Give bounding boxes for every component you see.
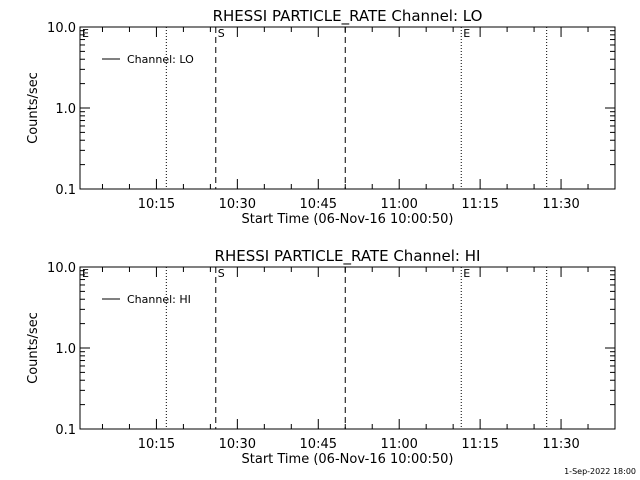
- legend-label: Channel: LO: [127, 53, 194, 66]
- event-marker-label: E: [82, 27, 89, 40]
- x-tick-label: 11:15: [461, 197, 498, 212]
- x-tick-label: 10:45: [300, 437, 337, 452]
- y-tick-label: 10.0: [47, 261, 76, 276]
- event-marker-label: S: [218, 267, 225, 280]
- chart-panel-2: RHESSI PARTICLE_RATE Channel: HI 10.0 1.0 0…: [26, 247, 616, 467]
- event-marker-label: E: [463, 27, 470, 40]
- y-tick-label: 1.0: [55, 342, 76, 357]
- y-tick-label: 0.1: [55, 183, 76, 198]
- x-tick-label: 11:00: [380, 437, 417, 452]
- x-tick-label: 10:30: [219, 437, 256, 452]
- chart-panel-1: RHESSI PARTICLE_RATE Channel: LO 10.0 1.0 0…: [26, 7, 616, 227]
- footer-timestamp: 1-Sep-2022 18:00: [564, 467, 636, 476]
- event-marker-label: E: [82, 267, 89, 280]
- chart-title: RHESSI PARTICLE_RATE Channel: LO: [213, 7, 483, 26]
- x-tick-label: 11:00: [380, 197, 417, 212]
- event-marker-label: S: [218, 27, 225, 40]
- y-axis-label: Counts/sec: [26, 72, 41, 144]
- plot-frame: [79, 26, 616, 190]
- legend-label: Channel: HI: [127, 293, 191, 306]
- x-tick-label: 11:30: [542, 437, 579, 452]
- x-tick-label: 11:15: [461, 437, 498, 452]
- x-tick-label: 10:15: [138, 437, 175, 452]
- y-tick-label: 0.1: [55, 423, 76, 438]
- chart-title: RHESSI PARTICLE_RATE Channel: HI: [215, 247, 481, 266]
- x-axis-label: Start Time (06-Nov-16 10:00:50): [242, 212, 454, 227]
- x-tick-label: 10:30: [219, 197, 256, 212]
- x-tick-label: 11:30: [542, 197, 579, 212]
- x-axis-label: Start Time (06-Nov-16 10:00:50): [242, 452, 454, 467]
- x-tick-label: 10:45: [300, 197, 337, 212]
- plot-frame: [79, 266, 616, 430]
- y-tick-label: 1.0: [55, 102, 76, 117]
- event-marker-label: E: [463, 267, 470, 280]
- y-tick-label: 10.0: [47, 21, 76, 36]
- x-tick-label: 10:15: [138, 197, 175, 212]
- y-axis-label: Counts/sec: [26, 312, 41, 384]
